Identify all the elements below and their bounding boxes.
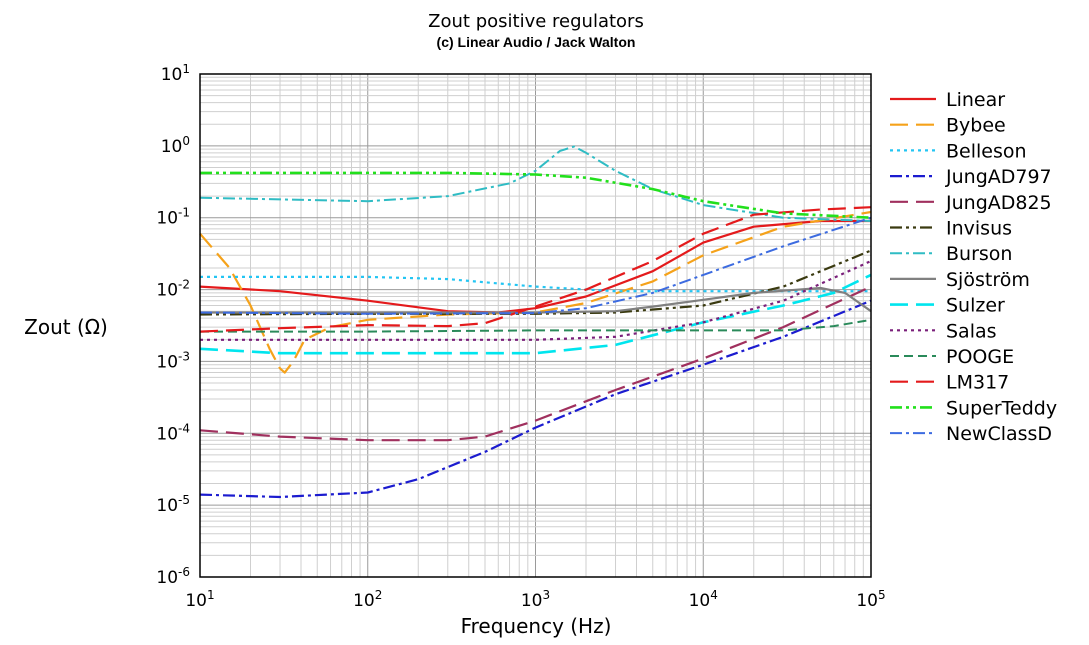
x-tick-label: 101: [185, 588, 214, 611]
series-layer: [199, 145, 872, 499]
x-tick-label: 102: [353, 588, 382, 611]
y-tick-label: 100: [161, 134, 190, 157]
legend-label: LM317: [946, 372, 1009, 394]
series-line-bybee: [199, 210, 872, 374]
legend: Linear Bybee Belleson JungAD797 JungAD825 Inv…: [890, 89, 1057, 445]
x-tick-label: 105: [856, 588, 885, 611]
chart-subtitle: (c) Linear Audio / Jack Walton: [437, 34, 636, 50]
legend-label: NewClassD: [946, 423, 1052, 445]
y-tick-label: 10-5: [156, 493, 190, 516]
legend-label: Sulzer: [946, 295, 1005, 317]
series-line-linear: [199, 219, 871, 314]
x-tick-label: 104: [689, 588, 718, 611]
x-tick-label: 103: [521, 588, 550, 611]
y-tick-label: 101: [161, 62, 190, 85]
legend-label: Salas: [946, 320, 997, 342]
series-line-jungad825: [199, 285, 872, 442]
series-line-newclassd: [199, 216, 872, 315]
y-tick-label: 10-3: [156, 349, 190, 372]
y-tick-label: 10-4: [156, 421, 190, 444]
legend-label: Bybee: [946, 115, 1006, 137]
legend-label: SuperTeddy: [946, 397, 1057, 419]
legend-label: JungAD797: [945, 166, 1052, 188]
legend-label: Belleson: [946, 140, 1027, 162]
x-axis-label: Frequency (Hz): [461, 614, 612, 638]
series-line-jungad797: [199, 299, 872, 499]
chart-title: Zout positive regulators: [428, 11, 644, 32]
legend-label: JungAD825: [945, 192, 1052, 214]
series-line-salas: [200, 259, 872, 341]
y-axis-label: Zout (Ω): [24, 315, 108, 339]
legend-label: Burson: [946, 243, 1012, 265]
legend-label: Linear: [946, 89, 1005, 111]
y-tick-label: 10-2: [156, 278, 190, 301]
tick-labels: 101 102 103 104 105 101 100 10-1 10-2 10-3 10-4 10-…: [156, 62, 885, 611]
legend-label: Sjöström: [946, 269, 1030, 291]
series-line-pooge: [200, 318, 872, 333]
series-line-sj-str-m: [200, 286, 872, 314]
series-line-lm317: [199, 206, 872, 333]
legend-label: POOGE: [946, 346, 1014, 368]
grid: [200, 74, 871, 577]
legend-label: Invisus: [946, 218, 1012, 240]
y-tick-label: 10-1: [156, 206, 190, 229]
series-line-sulzer: [199, 273, 872, 355]
series-line-burson: [199, 145, 872, 222]
plot-frame: [199, 73, 872, 578]
y-tick-label: 10-6: [156, 565, 190, 588]
